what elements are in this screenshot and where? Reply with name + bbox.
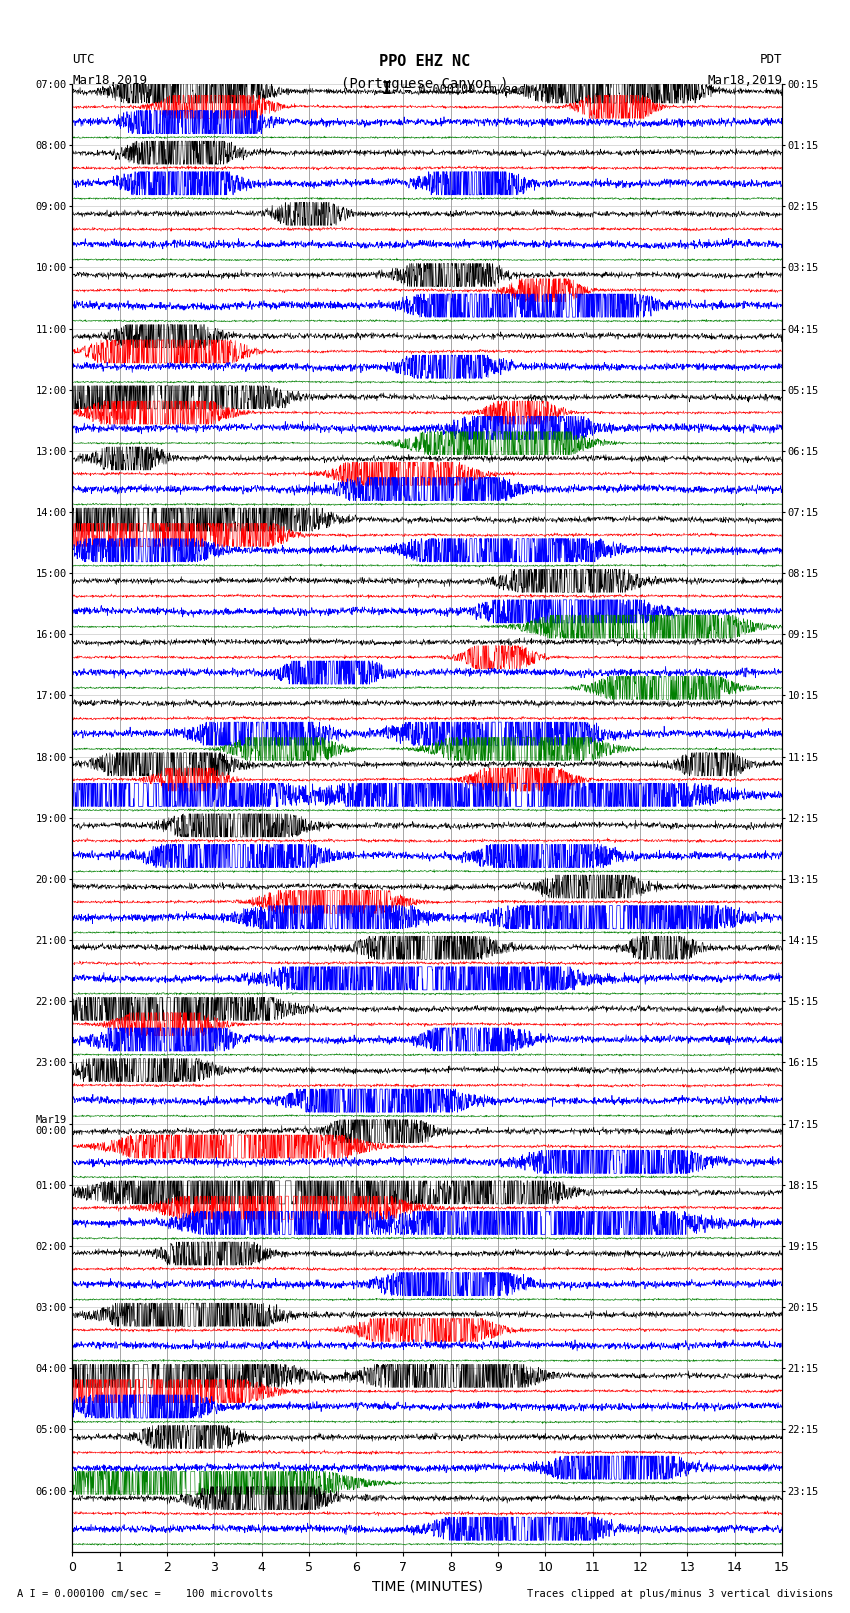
Text: A I = 0.000100 cm/sec =    100 microvolts: A I = 0.000100 cm/sec = 100 microvolts (17, 1589, 273, 1598)
X-axis label: TIME (MINUTES): TIME (MINUTES) (371, 1579, 483, 1594)
Text: Mar18,2019: Mar18,2019 (707, 74, 782, 87)
Text: Traces clipped at plus/minus 3 vertical divisions: Traces clipped at plus/minus 3 vertical … (527, 1589, 833, 1598)
Text: UTC: UTC (72, 53, 94, 66)
Text: I: I (382, 79, 392, 98)
Text: PPO EHZ NC: PPO EHZ NC (379, 53, 471, 69)
Text: Mar18,2019: Mar18,2019 (72, 74, 147, 87)
Text: = 0.000100 cm/sec: = 0.000100 cm/sec (397, 82, 525, 95)
Text: (Portuguese Canyon ): (Portuguese Canyon ) (341, 77, 509, 90)
Text: PDT: PDT (760, 53, 782, 66)
